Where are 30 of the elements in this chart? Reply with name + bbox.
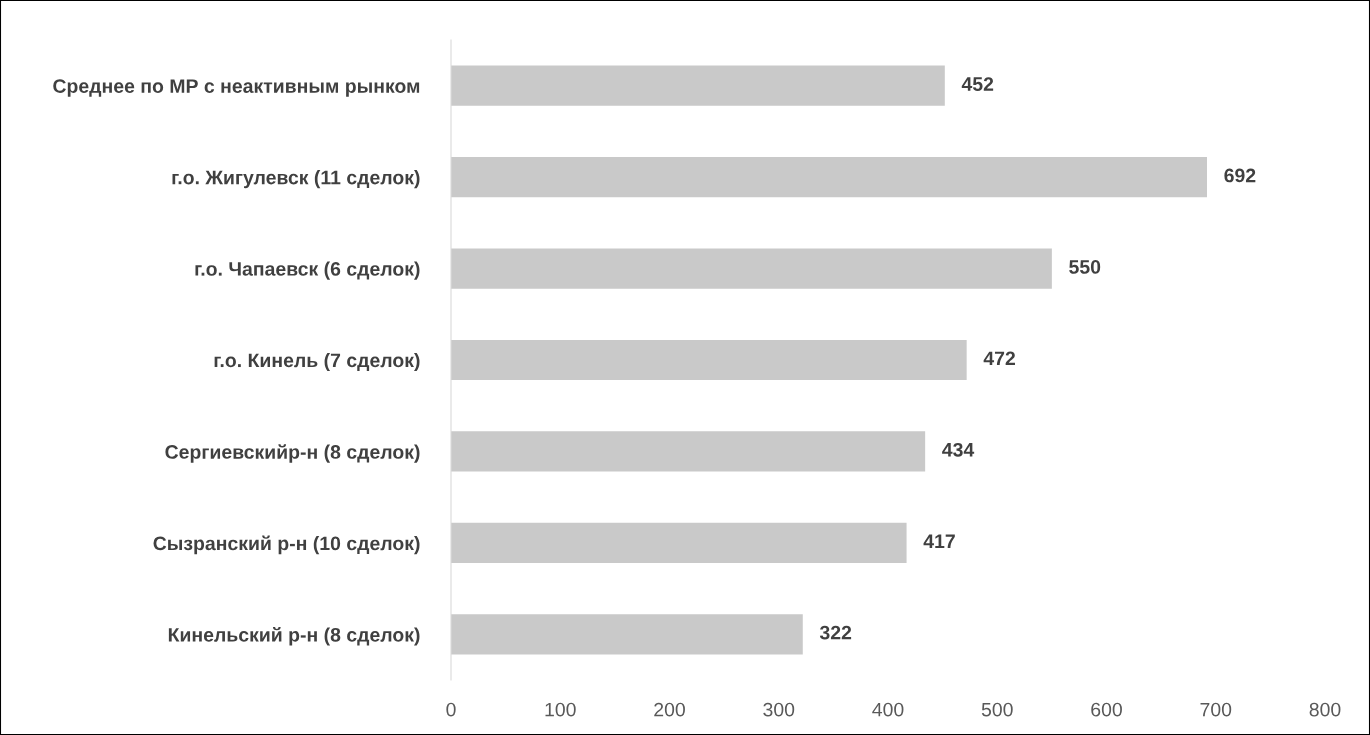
x-tick-label: 500 xyxy=(981,702,1013,717)
y-tick-label: Сызранский р-н (10 сделок) xyxy=(153,535,420,555)
data-label: 417 xyxy=(923,534,955,548)
bar xyxy=(451,614,803,655)
data-label: 434 xyxy=(942,442,975,457)
y-tick-label: Среднее по МР с неактивным рынком xyxy=(53,79,420,97)
y-tick-label: Сергиевскийр-н (8 сделок) xyxy=(165,444,420,463)
y-tick-label: г.о. Чапаевск (6 сделок) xyxy=(195,261,420,280)
x-tick-label: 200 xyxy=(654,702,685,717)
bar xyxy=(451,339,967,381)
x-tick-label: 700 xyxy=(1200,702,1232,717)
y-tick-label: г.о. Кинель (7 сделок) xyxy=(214,352,420,372)
bar xyxy=(451,522,907,563)
data-label: 692 xyxy=(1224,168,1256,183)
data-label: 322 xyxy=(819,625,852,640)
bar xyxy=(451,248,1052,289)
data-label: 550 xyxy=(1069,260,1101,274)
data-label: 472 xyxy=(983,351,1015,366)
bar xyxy=(451,65,945,106)
bar xyxy=(451,431,926,472)
x-tick-label: 400 xyxy=(872,702,904,717)
data-label: 452 xyxy=(961,77,994,91)
bar xyxy=(451,157,1208,198)
x-tick-label: 300 xyxy=(763,702,795,717)
y-tick-label: Кинельский р-н (8 сделок) xyxy=(168,627,420,646)
x-tick-label: 100 xyxy=(545,702,576,717)
y-tick-label: г.о. Жигулевск (11 сделок) xyxy=(172,170,420,189)
x-tick-label: 800 xyxy=(1309,702,1341,717)
x-tick-label: 600 xyxy=(1091,702,1122,717)
x-tick-label: 0 xyxy=(446,702,456,717)
